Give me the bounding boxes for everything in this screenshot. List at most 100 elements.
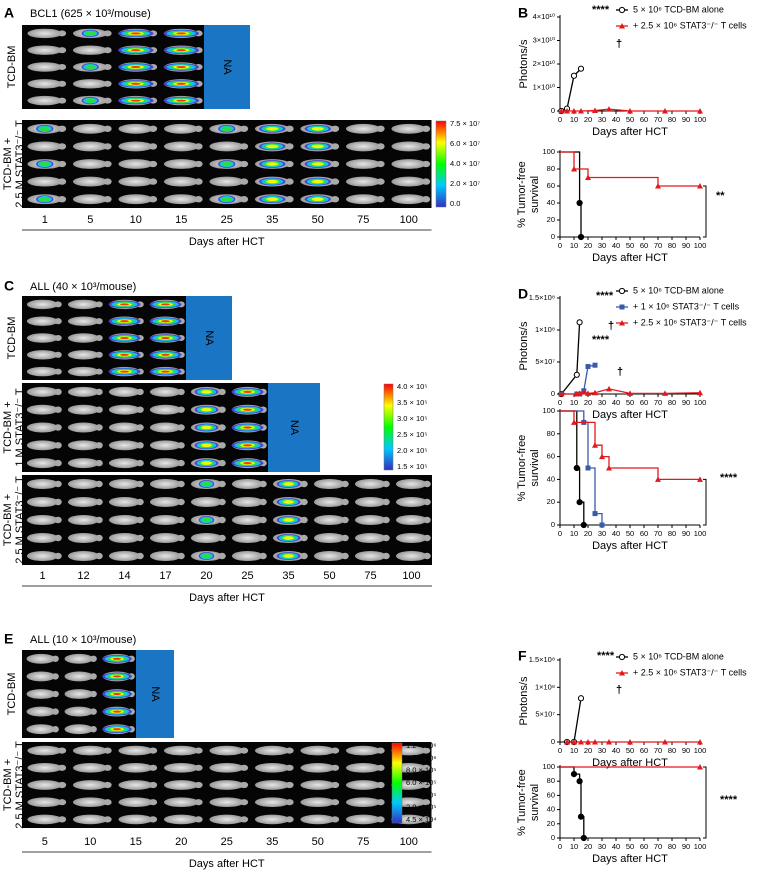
mouse-head xyxy=(103,764,112,771)
signal xyxy=(311,127,324,131)
mouse xyxy=(209,745,245,756)
mouse-head xyxy=(90,673,97,680)
mouse-head xyxy=(218,516,226,524)
marker xyxy=(662,739,668,745)
mouse xyxy=(64,724,94,735)
mouse-head xyxy=(285,125,294,132)
day-label: 25 xyxy=(241,570,253,582)
x-tick-label: 30 xyxy=(598,241,606,250)
y-tick-label: 1×10¹⁰ xyxy=(533,82,555,91)
marker xyxy=(578,739,584,745)
marker xyxy=(585,363,591,369)
colorbar-label: 4.0 × 10⁵ xyxy=(397,382,427,391)
signal xyxy=(283,536,294,540)
mouse-head xyxy=(136,480,144,488)
mouse xyxy=(254,745,290,756)
x-tick-label: 80 xyxy=(668,746,676,755)
mouse xyxy=(67,478,100,490)
signal xyxy=(176,82,187,85)
mouse xyxy=(26,496,59,508)
mouse-head xyxy=(177,534,185,542)
y-tick-label: 100 xyxy=(542,762,555,771)
mouse-head xyxy=(382,534,390,542)
colorbar-label: 1.5 × 10⁵ xyxy=(397,462,427,471)
legend-label: + 1 × 10⁶ STAT3⁻/⁻ T cells xyxy=(633,301,740,311)
marker xyxy=(585,739,591,745)
mouse xyxy=(313,532,346,544)
signal xyxy=(84,31,96,36)
mouse-head xyxy=(382,552,390,560)
mouse xyxy=(313,478,346,490)
mouse-head xyxy=(52,655,59,662)
x-tick-label: 100 xyxy=(694,842,707,851)
y-tick-label: 0 xyxy=(551,106,555,115)
mouse-head xyxy=(57,97,67,104)
marker xyxy=(558,391,565,397)
signal xyxy=(130,82,141,85)
step-line xyxy=(574,421,596,446)
row-label: TCD-BM + xyxy=(2,759,14,811)
marker xyxy=(697,108,703,114)
mouse xyxy=(395,478,428,490)
mouse-head xyxy=(194,178,203,185)
y-tick-label: 1×10⁸ xyxy=(535,682,555,691)
day-label: 35 xyxy=(266,836,278,848)
mouse-head xyxy=(421,143,431,150)
signal xyxy=(221,161,233,167)
signal xyxy=(283,482,294,486)
mouse xyxy=(27,176,63,187)
marker xyxy=(577,695,585,702)
annotation: † xyxy=(608,320,614,332)
mouse xyxy=(72,762,108,773)
mouse-head xyxy=(177,498,185,506)
y-tick-label: 40 xyxy=(547,198,555,207)
mouse-head xyxy=(103,160,112,168)
na-box xyxy=(204,25,250,109)
x-tick-label: 50 xyxy=(626,398,634,407)
mouse-head xyxy=(136,516,144,524)
y-axis-title: Photons/s xyxy=(518,676,530,725)
na-label: NA xyxy=(221,59,233,75)
significance-bracket xyxy=(703,185,707,238)
mouse xyxy=(118,176,154,187)
x-tick-label: 80 xyxy=(668,241,676,250)
x-tick-label: 20 xyxy=(584,241,592,250)
mouse xyxy=(209,780,245,790)
mouse-head xyxy=(285,747,294,754)
step-line xyxy=(579,780,582,817)
mouse-head xyxy=(136,406,144,413)
mouse xyxy=(118,814,154,825)
mouse-head xyxy=(136,498,144,506)
mouse xyxy=(118,141,154,152)
mouse-head xyxy=(341,498,349,506)
mouse xyxy=(254,814,290,825)
day-label: 50 xyxy=(312,836,324,848)
day-label: 1 xyxy=(39,570,45,582)
y-tick-label: 80 xyxy=(547,164,555,173)
mouse-head xyxy=(57,816,67,823)
mouse-head xyxy=(421,178,431,185)
mouse xyxy=(67,496,100,508)
mouse xyxy=(26,404,59,415)
mouse xyxy=(27,62,63,72)
mouse-head xyxy=(341,534,349,542)
mouse xyxy=(149,496,182,508)
mouse xyxy=(209,814,245,825)
signal xyxy=(221,126,233,132)
y-tick-label: 1.5×10⁸ xyxy=(529,655,555,664)
mouse xyxy=(72,797,108,808)
x-axis-title: Days after HCT xyxy=(592,126,668,138)
mouse-head xyxy=(54,424,62,431)
na-label: NA xyxy=(288,420,300,436)
panel-letter: E xyxy=(4,631,13,647)
day-label: 100 xyxy=(402,570,420,582)
mouse-head xyxy=(285,764,294,771)
signal xyxy=(243,462,252,465)
signal xyxy=(201,407,212,412)
mouse xyxy=(72,814,108,825)
colorbar-label: 1.2 × 10⁶ xyxy=(406,741,436,750)
marker xyxy=(558,108,565,114)
signal xyxy=(221,196,233,202)
step-line xyxy=(602,455,610,468)
marker xyxy=(576,319,583,326)
